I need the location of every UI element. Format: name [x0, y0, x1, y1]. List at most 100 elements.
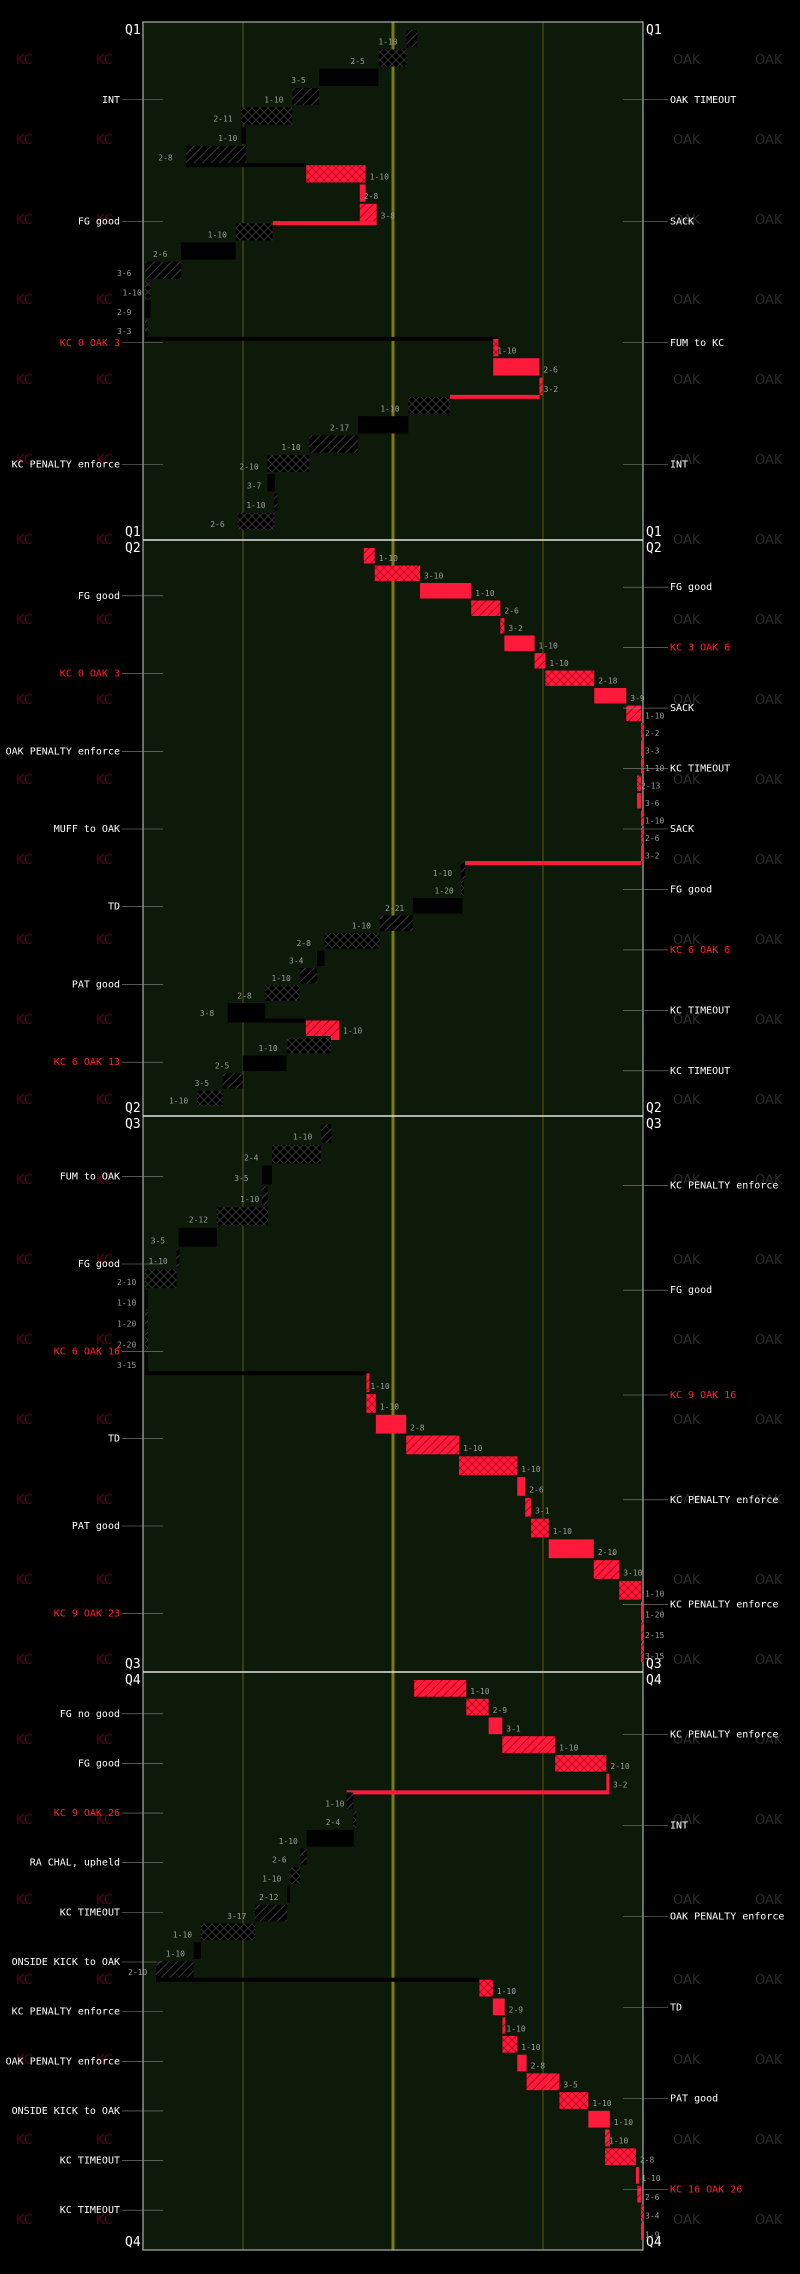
- down-label: 1-10: [173, 1931, 192, 1940]
- kc-play-bar: [359, 203, 377, 222]
- quarter-label: Q3: [125, 1117, 141, 1132]
- kc-play-bar: [641, 2223, 644, 2240]
- play-note: TD: [108, 902, 120, 913]
- kc-play-bar: [493, 338, 499, 357]
- kc-play-bar: [641, 1622, 644, 1642]
- quarter-label: Q1: [646, 525, 662, 540]
- watermark-kc: KC: [96, 2133, 113, 2148]
- quarter-label: Q1: [125, 525, 141, 540]
- oak-play-bar: [319, 68, 379, 86]
- watermark-kc: KC: [16, 1893, 33, 1908]
- down-label: 2-12: [259, 1893, 278, 1902]
- oak-play-bar: [267, 454, 310, 473]
- watermark-kc: KC: [96, 1973, 113, 1988]
- down-label: 1-10: [370, 1382, 389, 1391]
- play-note: KC TIMEOUT: [670, 764, 730, 775]
- watermark-kc: KC: [96, 1413, 113, 1428]
- watermark-oak: OAK: [673, 933, 701, 948]
- down-label: 2-21: [385, 904, 404, 913]
- play-note: KC TIMEOUT: [60, 2205, 120, 2216]
- oak-play-bar: [176, 1248, 180, 1268]
- watermark-kc: KC: [96, 1333, 113, 1348]
- oak-play-bar: [267, 474, 275, 492]
- down-label: 2-4: [326, 1818, 341, 1827]
- watermark-kc: KC: [16, 453, 33, 468]
- watermark-kc: KC: [96, 1013, 113, 1028]
- down-label: 1-10: [343, 1027, 362, 1036]
- watermark-kc: KC: [96, 2053, 113, 2068]
- watermark-oak: OAK: [755, 1493, 783, 1508]
- play-note: INT: [102, 95, 120, 106]
- kc-play-bar: [359, 184, 366, 202]
- quarter-label: Q1: [125, 23, 141, 38]
- kc-play-bar: [366, 1373, 370, 1392]
- oak-play-bar: [321, 1124, 332, 1143]
- watermark-oak: OAK: [673, 453, 701, 468]
- quarter-label: Q2: [646, 541, 662, 556]
- watermark-kc: KC: [16, 1173, 33, 1188]
- watermark-oak: OAK: [755, 1333, 783, 1348]
- down-label: 1-10: [641, 2174, 660, 2183]
- watermark-kc: KC: [96, 373, 113, 388]
- oak-play-bar: [255, 1904, 288, 1922]
- play-note: FG good: [78, 216, 120, 227]
- down-label: 1-10: [475, 589, 494, 598]
- watermark-kc: KC: [16, 1813, 33, 1828]
- kc-play-bar: [305, 1020, 340, 1036]
- play-note: MUFF to OAK: [54, 824, 120, 835]
- watermark-kc: KC: [16, 1573, 33, 1588]
- watermark-oak: OAK: [673, 133, 701, 148]
- watermark-kc: KC: [96, 53, 113, 68]
- kc-play-bar: [637, 775, 641, 791]
- kc-play-bar: [306, 165, 366, 183]
- oak-play-bar: [241, 126, 247, 144]
- field-border: [142, 21, 644, 2251]
- kc-play-bar: [641, 810, 644, 826]
- quarter-label: Q2: [646, 1101, 662, 1116]
- play-note: KC PENALTY enforce: [670, 1180, 778, 1191]
- watermark-oak: OAK: [755, 853, 783, 868]
- watermark-kc: KC: [96, 133, 113, 148]
- watermark-kc: KC: [16, 1253, 33, 1268]
- oak-play-bar: [241, 107, 293, 125]
- play-note: KC PENALTY enforce: [12, 459, 120, 470]
- play-note: KC PENALTY enforce: [670, 1600, 778, 1611]
- oak-play-bar: [145, 1290, 148, 1309]
- down-label: 1-10: [117, 1299, 136, 1308]
- quarter-label: Q1: [646, 23, 662, 38]
- down-label: 2-8: [237, 992, 252, 1001]
- oak-play-bar: [216, 1207, 269, 1226]
- down-label: 2-10: [610, 1762, 629, 1771]
- down-label: 1-10: [470, 1687, 489, 1696]
- watermark-oak: OAK: [755, 1653, 783, 1668]
- down-label: 2-4: [244, 1153, 259, 1162]
- down-label: 1-10: [352, 922, 371, 931]
- down-label: 3-4: [289, 957, 304, 966]
- watermark-kc: KC: [16, 693, 33, 708]
- watermark-oak: OAK: [755, 1733, 783, 1748]
- kc-play-bar: [493, 358, 540, 376]
- watermark-oak: OAK: [755, 2213, 783, 2228]
- kc-play-bar: [374, 565, 421, 581]
- oak-play-bar: [222, 1073, 243, 1089]
- oak-play-bar: [262, 1165, 272, 1185]
- down-label: 1-10: [592, 2099, 611, 2108]
- down-label: 2-10: [598, 1548, 617, 1557]
- watermark-kc: KC: [16, 933, 33, 948]
- oak-play-bar: [460, 880, 464, 896]
- oak-play-bar: [145, 300, 151, 318]
- down-label: 1-20: [434, 887, 453, 896]
- oak-play-bar: [408, 396, 451, 415]
- down-label: 3-1: [506, 1725, 521, 1734]
- oak-play-bar: [299, 968, 318, 984]
- kc-play-bar: [539, 377, 543, 395]
- watermark-kc: KC: [96, 693, 113, 708]
- down-label: 1-10: [123, 288, 142, 297]
- oak-play-bar: [379, 915, 413, 931]
- watermark-kc: KC: [16, 373, 33, 388]
- kc-play-bar: [471, 600, 501, 616]
- oak-play-bar: [265, 985, 300, 1001]
- watermark-oak: OAK: [755, 1413, 783, 1428]
- watermark-kc: KC: [16, 1733, 33, 1748]
- oak-play-bar: [271, 1144, 322, 1164]
